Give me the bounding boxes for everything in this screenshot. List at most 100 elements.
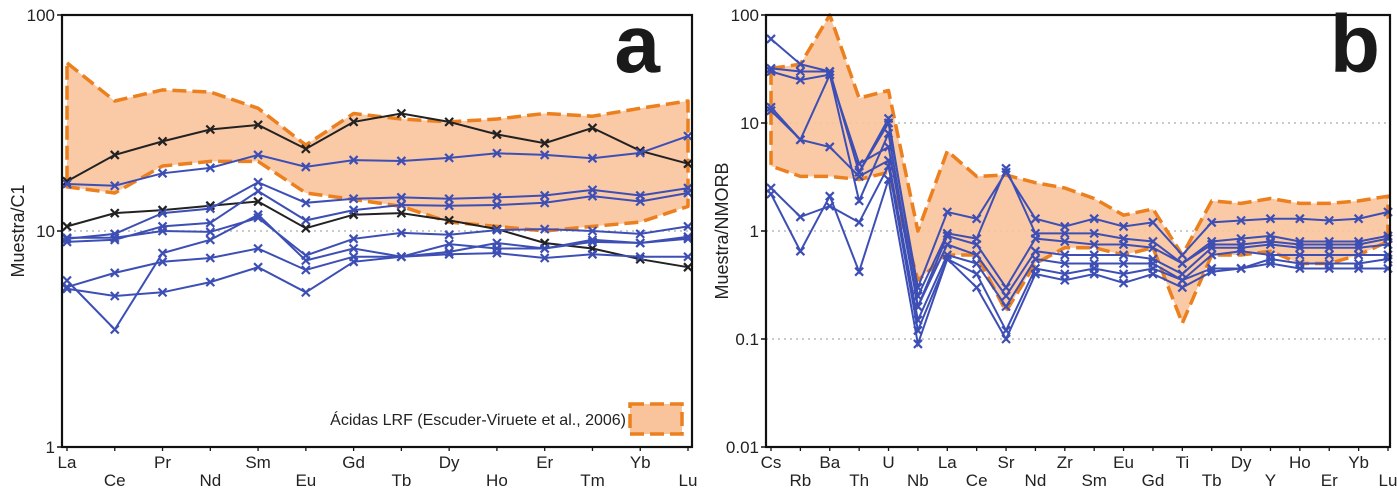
panel-a-series-4-point [301, 215, 311, 226]
panel-b-series-3-line [770, 71, 1389, 310]
panel-a-xtick-label: Sm [245, 453, 271, 472]
panel-b-series-6-point [1030, 269, 1041, 279]
panel-a-series-4-point [253, 186, 263, 196]
panel-b-series-6-point [1236, 263, 1246, 274]
panel-a-ylabel: Muestra/C1 [8, 184, 28, 277]
panel-a-series-1-line [66, 200, 689, 269]
panel-b-series-3-point [1118, 250, 1129, 260]
panel-b-series-4-point [766, 105, 776, 116]
panel-a-series-5-point [492, 225, 502, 235]
panel-b-series-6-point [971, 282, 982, 293]
panel-a-xtick-label: Gd [342, 453, 365, 472]
panel-b-ytick-label: 1 [750, 222, 759, 241]
panel-b-series-0-line [770, 38, 1389, 292]
panel-a-series-3-point [492, 192, 502, 203]
panel-b-series-6-point [1324, 258, 1335, 269]
panel-b-series-0-point [1089, 213, 1099, 224]
panel-a-series-1-point [444, 215, 454, 226]
panel-a-series-6-point [253, 209, 263, 220]
panel-b-series-6-point [1295, 258, 1305, 269]
panel-a-series-4-point [444, 200, 454, 211]
panel-b-series-6-point [883, 174, 894, 185]
panel-b-series-0-point [1030, 213, 1041, 224]
panel-a-series-5-point [348, 234, 359, 244]
panel-b-xtick-label: Nb [907, 471, 929, 490]
panel-a-series-2-line [66, 135, 689, 187]
panel-b-series-0-point [766, 34, 776, 44]
panel-b-xtick-label: U [882, 453, 894, 472]
panel-a-series-5-point [444, 230, 454, 240]
panel-a-series-0-point [205, 124, 216, 135]
panel-a-series-4-point [587, 191, 598, 201]
panel-a-series-8-point [253, 262, 263, 272]
panel-b-series-2-point [766, 66, 776, 77]
panel-a-series-4-point [539, 198, 550, 208]
panel-b-series-4-point [1030, 254, 1041, 264]
panel-a-series-2-point [635, 148, 646, 158]
panel-a-series-0-point [253, 120, 263, 130]
panel-b-ylabel: Muestra/NMORB [712, 162, 732, 299]
panel-b-series-3-point [971, 250, 982, 260]
panel-b-ytick-label: 10 [740, 114, 759, 133]
panel-a-series-2-point [301, 162, 311, 172]
panel-b-series-4-line [770, 109, 1388, 324]
panel-a-series-2-point [348, 155, 359, 165]
panel-a-series-6-point [109, 324, 120, 335]
panel-b-xtick-label: Er [1321, 471, 1338, 490]
panel-b-series-6-point [1148, 269, 1158, 279]
panel-b-field-area [769, 13, 1390, 325]
panel-a-series-4-line [66, 189, 689, 243]
panel-a-series-2-point [253, 150, 263, 160]
panel-a-ytick-label: 1 [46, 438, 55, 457]
panel-b-series-0-point [1265, 213, 1276, 224]
panel-a-series-3-point [253, 177, 263, 188]
panel-b-series-0-point [1148, 217, 1158, 228]
panel-a-series-8-point [587, 249, 598, 260]
panel-a-xtick-label: Yb [630, 453, 651, 472]
panel-b-xtick-label: Sr [998, 453, 1015, 472]
panel-b-series-4-point [1060, 258, 1070, 269]
panel-b-series-2-point [795, 75, 806, 85]
panel-b-series-4-point [1001, 301, 1011, 312]
panel-b-series-4-point [824, 142, 835, 152]
panel-a-series-7-line [66, 235, 689, 289]
panel-a-series-8-point [396, 251, 407, 262]
panel-b-series-1-point [1089, 228, 1099, 239]
panel-b-xtick-label: Gd [1142, 471, 1165, 490]
panel-a-xtick-label: Lu [679, 471, 698, 490]
panel-b-series-1-point [1060, 228, 1070, 239]
panel-b-xtick-label: Ba [819, 453, 840, 472]
panel-a: 1 10 100 La Ce Pr Nd Sm Eu Gd Tb Dy Ho Er Tm Yb Lu Muestr… [8, 0, 697, 490]
panel-a-series-2-point [62, 179, 72, 189]
panel-b-series-6-point [1206, 266, 1217, 277]
panel-a-series-0-point [444, 117, 454, 127]
panel-a-series-7-point [539, 243, 550, 254]
panel-b-xtick-label: Y [1265, 471, 1276, 490]
panel-b-xtick-label: Dy [1231, 453, 1252, 472]
panel-a-series-7-point [109, 268, 120, 278]
panel-a-series-4-point [205, 218, 216, 228]
panel-a-series-6-line [66, 213, 689, 332]
panel-a-series-8-line [66, 252, 688, 298]
panel-a-series-2-point [205, 163, 216, 173]
panel-a-series-4-point [492, 200, 502, 210]
panel-a-series-3-point [348, 193, 359, 204]
panel-b-series-5-point [971, 269, 982, 279]
panel-b-series-1-point [824, 66, 835, 77]
panel-b-series-4-point [1295, 250, 1305, 260]
panel-b-series-3-point [824, 69, 835, 80]
panel-b-panel-letter: b [1330, 0, 1380, 90]
panel-b-xtick-label: La [938, 453, 957, 472]
panel-a-series-5-point [157, 226, 168, 236]
panel-b-series-0-point [1236, 215, 1246, 226]
panel-a-series-4-point [635, 196, 646, 207]
panel-b-series-6-point [824, 191, 835, 201]
panel-b-xtick-label: Ti [1176, 453, 1190, 472]
panel-b-series-6-point [1353, 258, 1364, 269]
panel-a-series-2-point [396, 156, 407, 166]
panel-b-series-6-point [1118, 278, 1129, 288]
panel-a-series-1-point [253, 196, 263, 207]
panel-a-series-8-point [109, 291, 120, 301]
panel-a-series-8-point [444, 249, 454, 260]
